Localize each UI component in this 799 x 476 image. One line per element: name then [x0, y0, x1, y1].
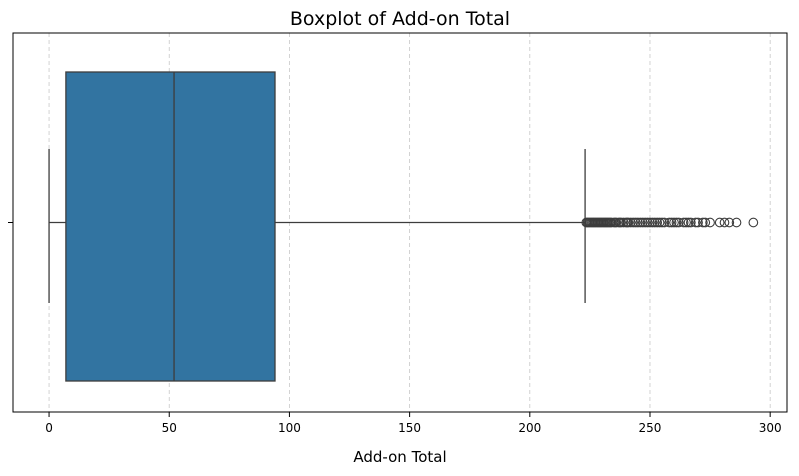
outlier-point: [625, 217, 636, 228]
x-axis-label: Add-on Total: [353, 448, 446, 466]
outlier-point: [673, 217, 684, 228]
outlier-point: [623, 217, 634, 228]
outlier-point: [686, 217, 696, 228]
outlier-point: [678, 217, 689, 228]
outlier-point: [649, 217, 660, 228]
outlier-point: [714, 217, 725, 228]
outlier-point: [633, 217, 643, 228]
outlier-point: [698, 217, 708, 228]
outlier-point: [616, 217, 626, 228]
outlier-points: [581, 217, 759, 228]
outlier-point: [635, 217, 646, 228]
outlier-point: [731, 217, 742, 228]
outlier-point: [657, 217, 667, 228]
outlier-point: [630, 217, 641, 228]
outlier-point: [618, 217, 629, 228]
x-axis-ticks: 0 50 100 150 200 250 300: [45, 412, 782, 435]
outlier-point: [640, 217, 651, 228]
x-tick-label: 100: [278, 421, 301, 435]
x-tick-label: 250: [639, 421, 662, 435]
x-tick-label: 0: [45, 421, 53, 435]
outlier-point: [645, 217, 655, 228]
outlier-point: [666, 217, 677, 228]
outlier-point: [654, 217, 665, 228]
x-tick-label: 200: [518, 421, 541, 435]
outlier-point: [652, 217, 663, 228]
outlier-point: [628, 217, 639, 228]
outlier-point: [724, 217, 735, 228]
interquartile-box: [65, 71, 276, 382]
x-tick-label: 50: [162, 421, 177, 435]
chart-title: Boxplot of Add-on Total: [290, 8, 510, 30]
outlier-point: [681, 217, 691, 228]
x-tick-label: 300: [759, 421, 782, 435]
outlier-point: [637, 217, 648, 228]
outlier-point: [705, 217, 715, 228]
outlier-point: [671, 217, 682, 228]
outlier-point: [659, 217, 670, 228]
outlier-point: [642, 217, 653, 228]
outlier-point: [647, 217, 658, 228]
outlier-point: [669, 217, 679, 228]
outlier-point: [700, 217, 711, 228]
outlier-point: [664, 217, 675, 228]
x-tick-label: 150: [398, 421, 421, 435]
box-group: [48, 71, 586, 382]
outlier-point: [719, 217, 730, 228]
outlier-point: [611, 217, 622, 228]
outlier-point: [690, 217, 701, 228]
outlier-point: [693, 217, 703, 228]
outlier-point: [683, 217, 694, 228]
outlier-point: [748, 217, 759, 228]
